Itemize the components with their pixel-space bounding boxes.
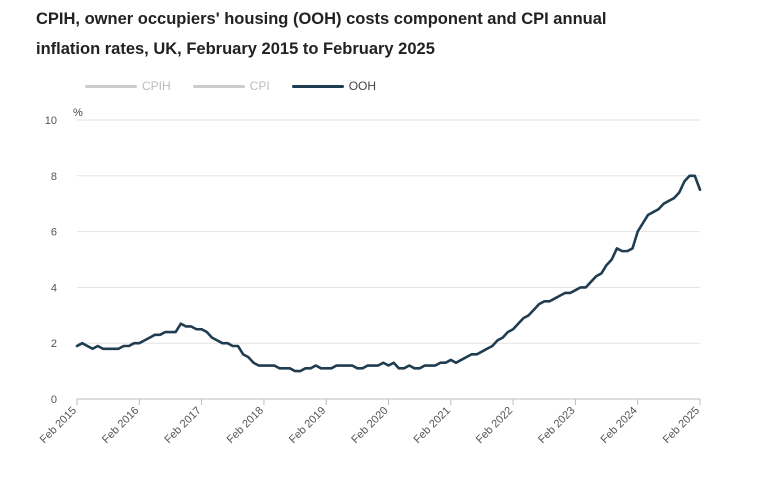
chart-title-line-1: CPIH, owner occupiers' housing (OOH) cos…: [36, 10, 607, 28]
x-tick-label-6: Feb 2021: [412, 405, 453, 446]
chart-title: CPIH, owner occupiers' housing (OOH) cos…: [36, 4, 736, 64]
x-tick-label-9: Feb 2024: [598, 405, 639, 446]
x-tick-label-0: Feb 2015: [38, 405, 79, 446]
legend-label-cpi: CPI: [249, 79, 270, 93]
x-axis: Feb 2015 Feb 2016 Feb 2017 Feb 2018 Feb 2019…: [38, 399, 702, 446]
x-tick-label-3: Feb 2018: [225, 405, 266, 446]
series-line-ooh[interactable]: [75, 174, 702, 373]
y-tick-label-2: 2: [51, 338, 57, 350]
legend-swatch-cpih: [85, 84, 137, 88]
legend-label-ooh: OOH: [348, 79, 377, 93]
chart-gridlines: [77, 119, 700, 400]
legend-label-cpih: CPIH: [142, 79, 171, 93]
y-axis: 0 2 4 6 8 10: [45, 115, 57, 406]
legend-item-ooh[interactable]: OOH: [291, 79, 377, 93]
x-tick-label-10: Feb 2025: [661, 405, 702, 446]
x-tick-label-1: Feb 2016: [100, 405, 141, 446]
x-tick-label-7: Feb 2022: [474, 405, 515, 446]
legend-item-cpi[interactable]: CPI: [192, 79, 270, 93]
chart-series: [75, 174, 702, 373]
legend-item-cpih[interactable]: CPIH: [85, 79, 171, 93]
y-tick-label-4: 4: [51, 282, 57, 294]
y-tick-label-10: 10: [45, 115, 57, 127]
y-tick-label-6: 6: [51, 227, 57, 239]
x-tick-label-4: Feb 2019: [287, 405, 328, 446]
x-tick-label-8: Feb 2023: [536, 405, 577, 446]
legend-swatch-cpi: [192, 84, 245, 88]
chart-legend: CPIH CPI OOH: [85, 79, 398, 93]
y-axis-unit-label: %: [73, 107, 83, 119]
x-tick-label-5: Feb 2020: [349, 405, 390, 446]
chart-title-line-2: inflation rates, UK, February 2015 to Fe…: [36, 40, 435, 58]
y-tick-label-0: 0: [51, 394, 57, 406]
x-tick-label-2: Feb 2017: [162, 405, 203, 446]
y-tick-label-8: 8: [51, 171, 57, 183]
legend-swatch-ooh: [291, 84, 344, 88]
